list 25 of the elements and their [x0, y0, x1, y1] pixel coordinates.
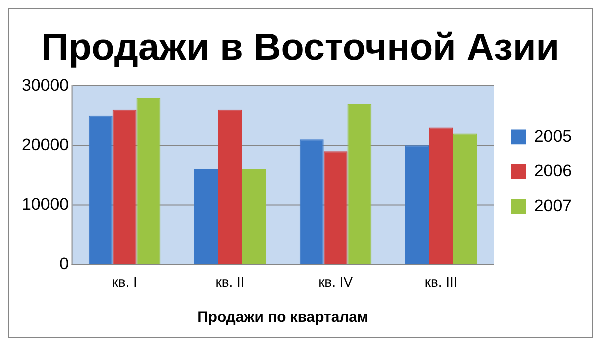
bar [348, 104, 372, 264]
legend-label: 2005 [534, 126, 572, 146]
chart-title: Продажи в Восточной Азии [41, 27, 560, 69]
y-tick-label: 20000 [22, 135, 70, 154]
bar [242, 169, 266, 264]
bar [136, 98, 161, 264]
bar [218, 110, 242, 264]
x-axis-title: Продажи по кварталам [198, 309, 368, 326]
bar [453, 134, 478, 264]
bar [112, 110, 137, 264]
bar [88, 116, 113, 264]
bar [194, 169, 218, 264]
bar [405, 146, 430, 264]
y-tick-label: 0 [60, 254, 70, 274]
x-tick-label: кв. III [424, 274, 458, 290]
bar [324, 152, 348, 264]
bar [429, 128, 454, 264]
bar [300, 140, 324, 264]
legend-label: 2007 [534, 196, 572, 216]
y-tick-label: 30000 [22, 76, 70, 95]
legend-label: 2006 [534, 162, 572, 181]
x-tick-label: кв. IV [318, 274, 354, 290]
x-tick-label: кв. I [112, 274, 138, 290]
y-tick-label: 10000 [22, 194, 70, 214]
x-tick-label: кв. II [216, 274, 245, 290]
